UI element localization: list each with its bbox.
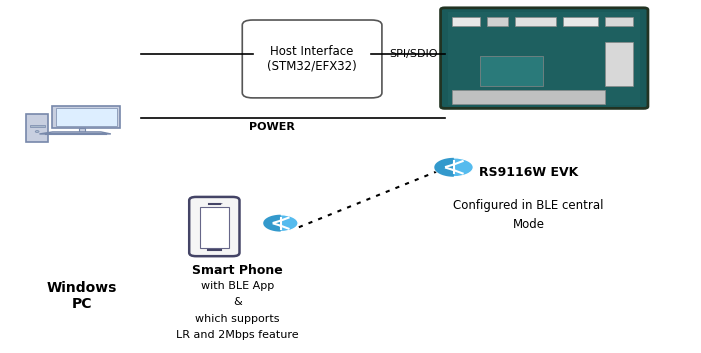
FancyBboxPatch shape [243, 20, 382, 98]
Circle shape [221, 203, 222, 204]
Circle shape [435, 158, 473, 177]
FancyBboxPatch shape [440, 8, 648, 108]
Text: SPI/SDIO: SPI/SDIO [390, 49, 438, 59]
FancyBboxPatch shape [606, 42, 633, 86]
Text: Smart Phone: Smart Phone [192, 264, 283, 277]
FancyBboxPatch shape [29, 125, 45, 127]
FancyBboxPatch shape [200, 207, 229, 247]
FancyBboxPatch shape [189, 197, 240, 256]
FancyBboxPatch shape [486, 17, 508, 26]
Circle shape [35, 131, 39, 132]
FancyBboxPatch shape [451, 90, 606, 104]
FancyBboxPatch shape [564, 17, 599, 26]
Polygon shape [435, 158, 454, 177]
Text: RS9116W EVK: RS9116W EVK [479, 166, 578, 179]
FancyBboxPatch shape [515, 17, 557, 26]
FancyBboxPatch shape [53, 106, 120, 128]
Text: Configured in BLE central
Mode: Configured in BLE central Mode [454, 199, 604, 232]
Polygon shape [39, 132, 111, 134]
FancyBboxPatch shape [448, 12, 640, 104]
FancyBboxPatch shape [79, 128, 85, 132]
FancyBboxPatch shape [451, 17, 479, 26]
Polygon shape [264, 215, 280, 232]
FancyBboxPatch shape [606, 17, 633, 26]
FancyBboxPatch shape [479, 55, 543, 86]
Text: with BLE App
&
which supports
LR and 2Mbps feature: with BLE App & which supports LR and 2Mb… [176, 281, 299, 340]
Circle shape [263, 215, 298, 232]
Text: Windows
PC: Windows PC [46, 281, 117, 311]
FancyBboxPatch shape [55, 108, 117, 126]
FancyBboxPatch shape [27, 114, 48, 142]
Text: Host Interface
(STM32/EFX32): Host Interface (STM32/EFX32) [267, 45, 357, 73]
Text: POWER: POWER [250, 122, 295, 132]
